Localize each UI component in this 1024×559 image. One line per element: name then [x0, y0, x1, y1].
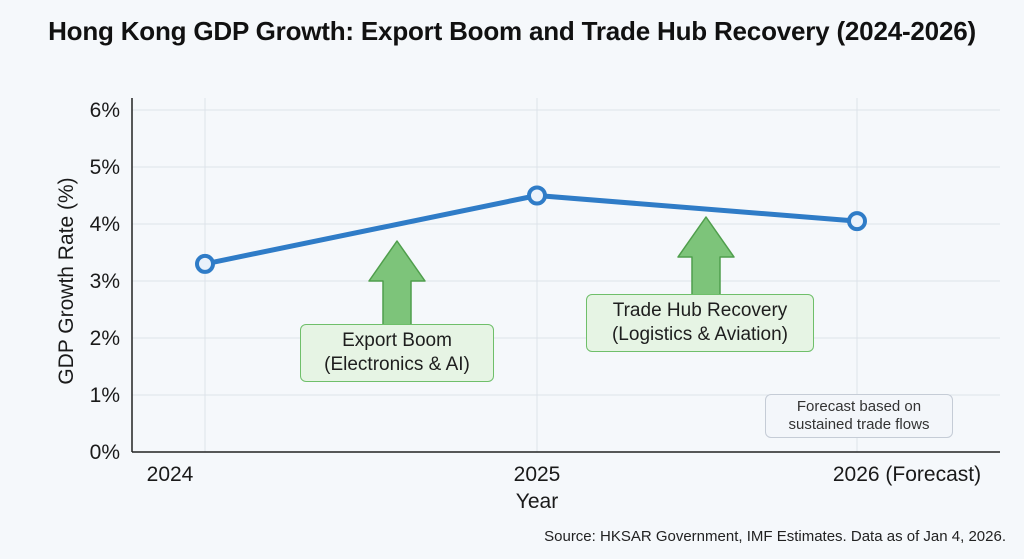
- data-point-2026: [847, 211, 867, 232]
- chart-title: Hong Kong GDP Growth: Export Boom and Tr…: [48, 16, 976, 46]
- forecast-note-line1: Forecast based on: [796, 398, 922, 415]
- y-tick-label: 3%: [90, 270, 120, 293]
- forecast-note-line2: sustained trade flows: [788, 416, 930, 433]
- export-boom-arrow: [368, 240, 426, 327]
- x-tick-label: 2025: [514, 463, 561, 486]
- annotation-export-boom-detail: (Electronics & AI): [324, 354, 470, 375]
- data-point-2025: [527, 185, 547, 206]
- y-axis-label: GDP Growth Rate (%): [55, 177, 78, 384]
- x-axis-label: Year: [516, 490, 558, 513]
- source-note: Source: HKSAR Government, IMF Estimates.…: [544, 528, 1006, 545]
- annotation-export-boom-title: Export Boom: [342, 330, 452, 351]
- y-tick-label: 2%: [90, 327, 120, 350]
- forecast-note: Forecast based on sustained trade flows: [765, 394, 953, 438]
- annotation-trade-hub-detail: (Logistics & Aviation): [611, 324, 788, 345]
- y-tick-label: 6%: [90, 99, 120, 122]
- annotation-export-boom: Export Boom (Electronics & AI): [300, 324, 494, 382]
- y-tick-label: 0%: [90, 441, 120, 464]
- series-line-gdp-growth: [202, 193, 860, 267]
- trade-hub-arrow: [677, 216, 735, 297]
- annotation-trade-hub-title: Trade Hub Recovery: [612, 300, 788, 321]
- y-tick-label: 4%: [90, 213, 120, 236]
- y-tick-label: 1%: [90, 384, 120, 407]
- x-tick-label: 2024: [147, 463, 194, 486]
- y-tick-label: 5%: [90, 156, 120, 179]
- x-tick-label: 2026 (Forecast): [833, 463, 981, 486]
- data-point-2024: [195, 253, 215, 274]
- annotation-trade-hub-recovery: Trade Hub Recovery (Logistics & Aviation…: [586, 294, 814, 352]
